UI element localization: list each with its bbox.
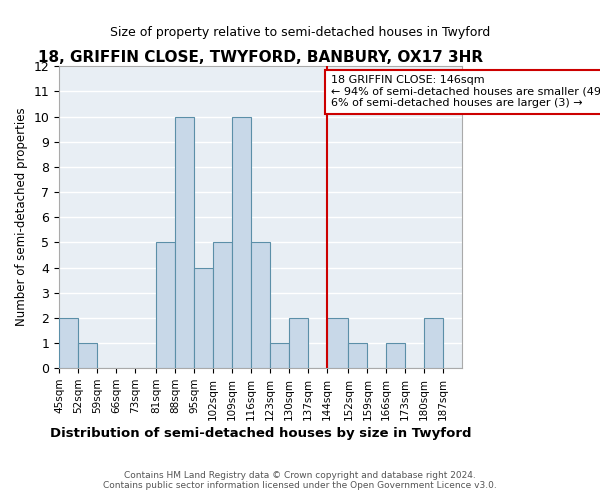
X-axis label: Distribution of semi-detached houses by size in Twyford: Distribution of semi-detached houses by …	[50, 427, 472, 440]
Text: Size of property relative to semi-detached houses in Twyford: Size of property relative to semi-detach…	[110, 26, 490, 39]
Text: 18 GRIFFIN CLOSE: 146sqm
← 94% of semi-detached houses are smaller (49)
6% of se: 18 GRIFFIN CLOSE: 146sqm ← 94% of semi-d…	[331, 75, 600, 108]
Bar	[157, 242, 175, 368]
Text: Contains HM Land Registry data © Crown copyright and database right 2024.
Contai: Contains HM Land Registry data © Crown c…	[103, 470, 497, 490]
Bar	[194, 268, 213, 368]
Bar	[251, 242, 270, 368]
Bar	[213, 242, 232, 368]
Bar	[59, 318, 78, 368]
Bar	[386, 343, 405, 368]
Bar	[349, 343, 367, 368]
Bar	[270, 343, 289, 368]
Bar	[327, 318, 349, 368]
Title: 18, GRIFFIN CLOSE, TWYFORD, BANBURY, OX17 3HR: 18, GRIFFIN CLOSE, TWYFORD, BANBURY, OX1…	[38, 50, 483, 65]
Bar	[175, 116, 194, 368]
Y-axis label: Number of semi-detached properties: Number of semi-detached properties	[15, 108, 28, 326]
Bar	[289, 318, 308, 368]
Bar	[424, 318, 443, 368]
Bar	[232, 116, 251, 368]
Bar	[78, 343, 97, 368]
